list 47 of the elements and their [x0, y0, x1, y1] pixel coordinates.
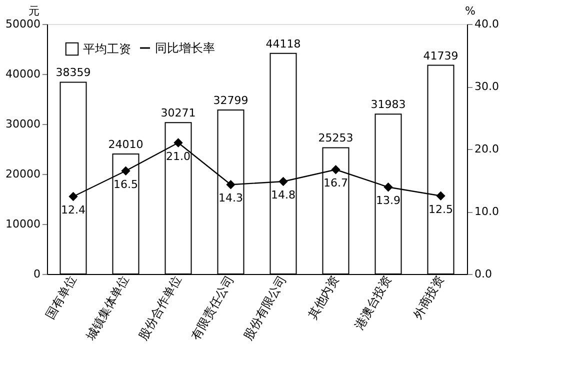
y-tick-label: 10000 — [6, 218, 40, 230]
data-label: 30271 — [160, 106, 196, 120]
point — [332, 165, 340, 174]
x-tick-label: 有限责任公司 — [188, 273, 237, 342]
x-tick-label: 其他内资 — [306, 273, 342, 322]
point — [122, 166, 130, 176]
x-tick-label: 股份有限公司 — [241, 273, 290, 342]
y2-tick-label: 0.0 — [474, 268, 492, 280]
data-label: 38359 — [56, 66, 91, 80]
y2-tick-label: 40.0 — [474, 18, 499, 30]
data-label: 14.8 — [271, 188, 296, 202]
data-label: 31983 — [370, 98, 406, 112]
data-label: 41739 — [423, 49, 458, 62]
point — [226, 180, 235, 189]
data-label: 25253 — [318, 132, 354, 145]
y-tick-label: 50000 — [6, 18, 40, 30]
data-label: 44118 — [266, 37, 301, 50]
x-tick-label: 外商投资 — [410, 273, 447, 322]
x-tick-label: 股份合作单位 — [136, 273, 184, 342]
y-tick-label: 0 — [34, 268, 40, 280]
legend-label: 平均工资 — [83, 42, 131, 56]
data-label: 16.5 — [114, 178, 138, 191]
point — [174, 138, 182, 147]
data-label: 12.5 — [428, 202, 453, 216]
y2-tick-label: 30.0 — [474, 80, 499, 93]
x-tick-label: 国有单位 — [43, 273, 80, 322]
x-tick-label: 港澳台投资 — [352, 273, 394, 332]
y2-axis-title: % — [465, 4, 476, 18]
data-label: 13.9 — [376, 194, 400, 208]
data-label: 21.0 — [166, 150, 190, 163]
y-tick-label: 40000 — [6, 68, 40, 80]
y2-tick-label: 10.0 — [474, 205, 499, 218]
y-axis-title: 元 — [28, 4, 40, 18]
y-tick-label: 30000 — [6, 118, 40, 130]
data-label: 24010 — [108, 138, 144, 151]
legend-label: 同比增长率 — [155, 41, 215, 55]
point — [384, 182, 392, 192]
y-tick-label: 20000 — [6, 168, 40, 180]
point — [436, 192, 445, 200]
data-label: 14.3 — [218, 192, 243, 205]
point — [279, 177, 288, 186]
x-tick-label: 城镇集体单位 — [83, 273, 132, 344]
point — [69, 192, 78, 201]
data-label: 32799 — [213, 94, 248, 108]
data-label: 16.7 — [324, 176, 348, 190]
data-label: 12.4 — [61, 204, 86, 216]
y2-tick-label: 20.0 — [474, 142, 499, 156]
